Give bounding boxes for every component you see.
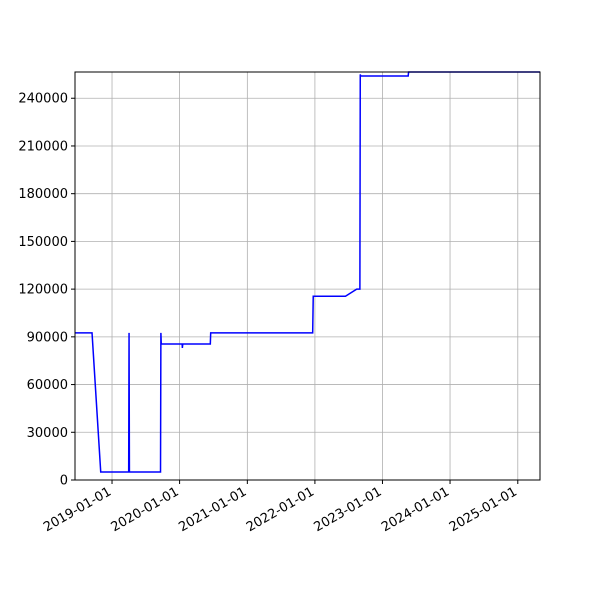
y-tick-label: 180000 (18, 187, 68, 202)
x-tick-label: 2019-01-01 (41, 484, 114, 535)
x-tick-label: 2025-01-01 (447, 484, 520, 535)
y-tick-label: 30000 (27, 426, 68, 441)
x-tick-label: 2022-01-01 (244, 484, 317, 535)
y-tick-label: 240000 (18, 92, 68, 107)
x-tick-label: 2020-01-01 (109, 484, 182, 535)
y-tick-label: 60000 (27, 378, 68, 393)
y-tick-label: 210000 (18, 139, 68, 154)
y-tick-label: 0 (60, 474, 68, 489)
series-line-0 (75, 71, 540, 473)
y-tick-label: 120000 (18, 283, 68, 298)
grid (75, 72, 540, 481)
y-tick-label: 150000 (18, 235, 68, 250)
x-tick-label: 2023-01-01 (312, 484, 385, 535)
plot-frame (74, 71, 541, 481)
series-layer (75, 71, 540, 473)
y-tick-label: 90000 (27, 330, 68, 345)
y-axis: 0 30000 60000 90000 120000 150000 180000 210000… (18, 92, 75, 489)
x-tick-label: 2021-01-01 (176, 484, 249, 535)
x-tick-label: 2024-01-01 (379, 484, 452, 535)
x-axis: 2019-01-012020-01-012021-01-012022-01-01… (41, 480, 520, 535)
